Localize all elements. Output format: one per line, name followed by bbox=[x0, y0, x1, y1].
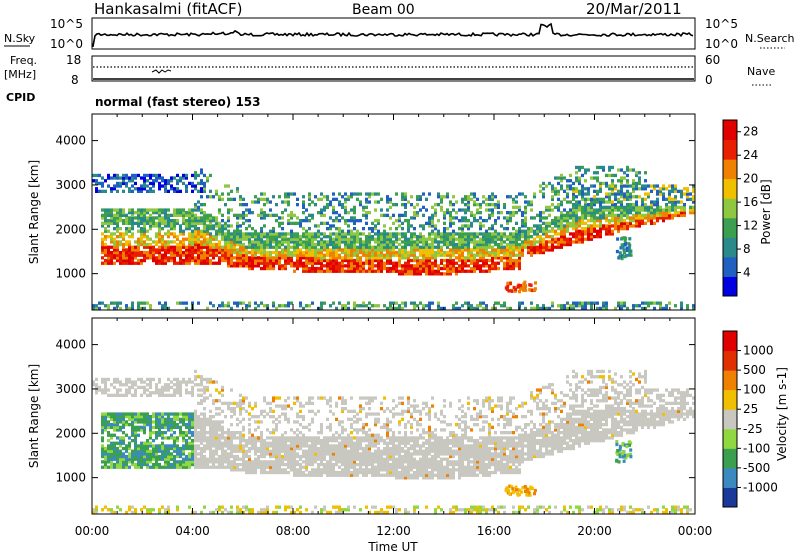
colorbar-tick-label: 500 bbox=[743, 363, 766, 377]
power-panel: 1000 2000 3000 4000 Slant Range [km] 4 8 12 16… bbox=[27, 113, 773, 311]
noise-left-tick-high: 10^5 bbox=[50, 17, 83, 31]
colorbar-tick-label: 100 bbox=[743, 383, 766, 397]
colorbar-tick-label: 28 bbox=[743, 125, 758, 139]
colorbar-segment bbox=[723, 256, 737, 277]
freq-label-line2: [MHz] bbox=[4, 68, 36, 81]
power-colorbar-label: Power [dB] bbox=[759, 179, 773, 244]
power-colorbar: 4 8 12 16 20 24 28 bbox=[722, 119, 758, 297]
cpid-label: CPID bbox=[6, 91, 35, 104]
time-axis: 00:00 04:00 08:00 12:00 16:00 20:00 00:00 bbox=[75, 524, 713, 538]
x-tick-label: 04:00 bbox=[175, 524, 210, 538]
x-tick-label: 00:00 bbox=[678, 524, 713, 538]
colorbar-segment bbox=[723, 331, 737, 352]
power-heatmap bbox=[92, 165, 695, 310]
nsearch-label: N.Search bbox=[745, 32, 795, 45]
freq-left-tick-high: 18 bbox=[66, 53, 81, 67]
colorbar-segment bbox=[723, 120, 737, 141]
colorbar-tick-label: -25 bbox=[743, 422, 763, 436]
colorbar-tick-label: -1000 bbox=[743, 480, 778, 494]
x-tick-label: 12:00 bbox=[376, 524, 411, 538]
velocity-colorbar-label: Velocity [m s-1] bbox=[775, 367, 789, 461]
noise-right-tick-low: 10^0 bbox=[705, 37, 738, 51]
colorbar-segment bbox=[723, 370, 737, 391]
freq-left-tick-low: 8 bbox=[71, 73, 79, 87]
freq-label-line1: Freq. bbox=[10, 54, 37, 67]
colorbar-segment bbox=[723, 409, 737, 430]
velocity-panel: 1000 2000 3000 4000 Slant Range [km] 1000 50… bbox=[27, 317, 789, 515]
beam-title: Beam 00 bbox=[352, 2, 415, 18]
cpid-value: normal (fast stereo) 153 bbox=[95, 95, 261, 109]
velocity-ylabel: Slant Range [km] bbox=[27, 364, 41, 468]
x-tick-label: 00:00 bbox=[75, 524, 110, 538]
y-tick-label: 4000 bbox=[55, 134, 86, 148]
colorbar-segment bbox=[723, 159, 737, 180]
velocity-heatmap bbox=[92, 369, 695, 514]
y-tick-label: 4000 bbox=[55, 338, 86, 352]
colorbar-tick-label: 25 bbox=[743, 402, 758, 416]
noise-right-tick-high: 10^5 bbox=[705, 17, 738, 31]
colorbar-segment bbox=[723, 448, 737, 469]
y-tick-label: 2000 bbox=[55, 222, 86, 236]
noise-panel: 10^5 10^0 10^5 10^0 N.Sky N.Search bbox=[4, 17, 795, 51]
y-tick-label: 2000 bbox=[55, 426, 86, 440]
colorbar-tick-label: 12 bbox=[743, 219, 758, 233]
y-tick-label: 3000 bbox=[55, 178, 86, 192]
colorbar-tick-label: 20 bbox=[743, 172, 758, 186]
power-ylabel: Slant Range [km] bbox=[27, 160, 41, 264]
nave-label: Nave bbox=[747, 65, 775, 78]
freq-right-tick-low: 0 bbox=[705, 73, 713, 87]
y-tick-label: 1000 bbox=[55, 267, 86, 281]
x-tick-label: 08:00 bbox=[276, 524, 311, 538]
colorbar-segment bbox=[723, 198, 737, 219]
colorbar-segment bbox=[723, 389, 737, 410]
colorbar-segment bbox=[723, 350, 737, 371]
colorbar-segment bbox=[723, 237, 737, 258]
x-tick-label: 16:00 bbox=[477, 524, 512, 538]
x-tick-label: 20:00 bbox=[577, 524, 612, 538]
colorbar-tick-label: -500 bbox=[743, 461, 770, 475]
colorbar-segment bbox=[723, 467, 737, 488]
colorbar-tick-label: -100 bbox=[743, 441, 770, 455]
date-title: 20/Mar/2011 bbox=[586, 0, 682, 18]
nsky-label: N.Sky bbox=[4, 32, 36, 45]
colorbar-tick-label: 24 bbox=[743, 148, 758, 162]
colorbar-tick-label: 1000 bbox=[743, 344, 774, 358]
freq-right-tick-high: 60 bbox=[705, 53, 720, 67]
colorbar-segment bbox=[723, 428, 737, 449]
colorbar-tick-label: 8 bbox=[743, 242, 751, 256]
colorbar-tick-label: 4 bbox=[743, 266, 751, 280]
time-axis-label: Time UT bbox=[367, 540, 418, 554]
colorbar-segment bbox=[723, 139, 737, 160]
colorbar-segment bbox=[723, 217, 737, 238]
station-title: Hankasalmi (fitACF) bbox=[94, 0, 242, 18]
noise-left-tick-low: 10^0 bbox=[50, 37, 83, 51]
noise-sky-line bbox=[92, 22, 694, 47]
colorbar-segment bbox=[723, 487, 737, 508]
freq-blip bbox=[151, 69, 172, 74]
velocity-colorbar: 1000 500 100 25 -25 -100 -500 -1000 bbox=[722, 330, 778, 508]
freq-panel: 18 8 60 0 Freq. [MHz] Nave CPID normal (… bbox=[4, 53, 775, 109]
colorbar-segment bbox=[723, 178, 737, 199]
y-tick-label: 3000 bbox=[55, 382, 86, 396]
colorbar-tick-label: 16 bbox=[743, 195, 758, 209]
y-tick-label: 1000 bbox=[55, 471, 86, 485]
colorbar-segment bbox=[723, 276, 737, 297]
